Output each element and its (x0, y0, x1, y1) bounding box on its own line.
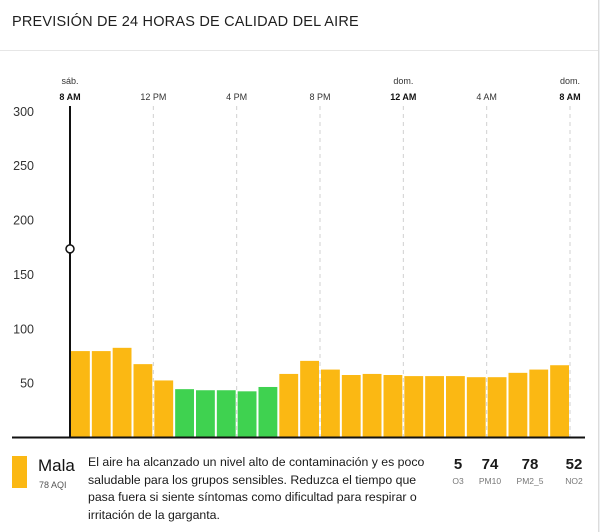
time-label: 8 PM (309, 92, 330, 102)
aqi-bar (71, 351, 90, 437)
forecast-chart: sáb. 8 AM 12 PM 4 PM 8 PM dom. 12 AM 4 AM dom. 8 … (12, 76, 585, 439)
aqi-bar (466, 377, 486, 437)
y-tick-label: 250 (13, 159, 34, 173)
time-label: 8 AM (559, 92, 580, 102)
title-divider (0, 50, 598, 51)
pollutant-no2: 52 NO2 (554, 456, 594, 486)
aqi-bar (196, 390, 215, 437)
day-label: sáb. (61, 76, 78, 86)
aqi-bar (175, 389, 194, 437)
aqi-bar (383, 375, 403, 437)
aqi-description: El aire ha alcanzado un nivel alto de co… (88, 455, 425, 522)
y-tick-label: 200 (13, 214, 34, 228)
aqi-bar (258, 386, 278, 437)
aqi-bar (91, 351, 111, 437)
aqi-bar (487, 377, 507, 437)
aqi-bar (279, 373, 299, 437)
y-tick-label: 300 (13, 105, 34, 119)
aqi-bar (425, 376, 444, 437)
pollutant-value: 74 (481, 456, 499, 473)
time-label: 4 PM (226, 92, 247, 102)
aqi-bar (404, 376, 424, 437)
aqi-level-swatch (12, 456, 27, 488)
y-tick-label: 50 (20, 377, 34, 391)
aqi-bar (362, 373, 382, 437)
y-tick-label: 150 (13, 268, 34, 282)
day-label: dom. (560, 76, 580, 86)
aqi-value: 78 AQI (39, 480, 67, 490)
aqi-bar (154, 380, 174, 437)
y-tick-label: 100 (13, 322, 34, 336)
aqi-summary: Mala 78 AQI El aire ha alcanzado un nive… (0, 440, 598, 532)
pollutant-name: O3 (452, 476, 464, 486)
time-label: 4 AM (476, 92, 497, 102)
aqi-bar (300, 360, 319, 437)
current-time-marker (65, 244, 75, 254)
aqi-bar (446, 376, 465, 437)
aqi-bar (112, 347, 132, 437)
time-label: 12 PM (140, 92, 166, 102)
pollutant-pm2-5: 78 PM2_5 (510, 456, 550, 486)
page-title: PREVISIÓN DE 24 HORAS DE CALIDAD DEL AIR… (12, 14, 359, 30)
pollutant-name: PM10 (478, 476, 502, 486)
time-label: 8 AM (59, 92, 80, 102)
aqi-bar (508, 372, 528, 437)
pollutant-value: 78 (521, 456, 539, 473)
pollutant-value: 5 (453, 456, 463, 473)
aqi-bar (341, 375, 361, 437)
pollutant-o3: 5 O3 (438, 456, 478, 486)
pollutant-name: NO2 (565, 476, 583, 486)
aqi-bar (550, 365, 569, 437)
aqi-bar (237, 391, 257, 437)
aqi-bar (529, 369, 549, 437)
aqi-level-label: Mala (38, 456, 75, 475)
aqi-bar (321, 369, 340, 437)
time-label: 12 AM (390, 92, 416, 102)
aqi-bar (133, 364, 153, 437)
pollutant-pm10: 74 PM10 (470, 456, 510, 486)
pollutant-value: 52 (565, 456, 583, 473)
aqi-bar (216, 390, 236, 437)
day-label: dom. (393, 76, 413, 86)
pollutant-name: PM2_5 (516, 476, 544, 486)
